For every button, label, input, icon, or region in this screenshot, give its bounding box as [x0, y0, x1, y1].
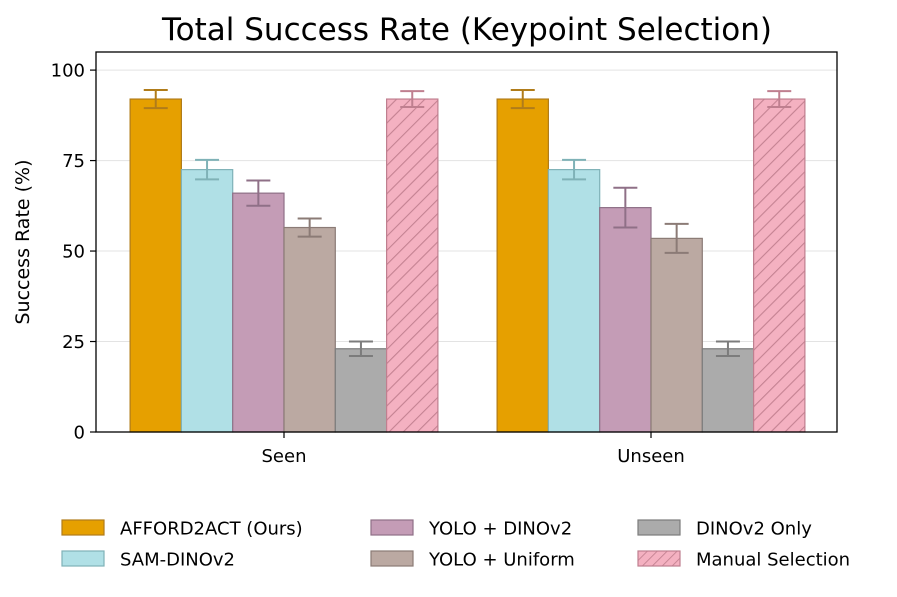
- y-tick-label: 50: [62, 242, 85, 263]
- y-tick-label: 25: [62, 332, 85, 353]
- bar-dinov2-only-seen: [334, 348, 388, 433]
- bar-dinov2-only-unseen: [701, 348, 755, 433]
- y-axis-label: Success Rate (%): [12, 159, 34, 324]
- x-tick-label-unseen: Unseen: [617, 446, 685, 467]
- legend-swatch: [61, 519, 105, 536]
- bar-yolo-dinov2-unseen: [599, 207, 652, 433]
- legend-swatch: [370, 519, 414, 536]
- legend-label: SAM-DINOv2: [120, 550, 235, 571]
- legend-swatch: [637, 550, 681, 567]
- legend-swatch: [61, 550, 105, 567]
- legend: AFFORD2ACT (Ours) SAM-DINOv2 YOLO + DINOv2…: [61, 519, 850, 571]
- legend-label: YOLO + Uniform: [428, 550, 575, 571]
- bars-group: [129, 98, 806, 433]
- y-tick-label: 100: [51, 61, 85, 82]
- bar-afford2act-ours-seen: [129, 98, 183, 433]
- legend-label: DINOv2 Only: [696, 519, 812, 540]
- plot-frame: [95, 51, 838, 433]
- y-tick-label: 75: [62, 151, 85, 172]
- legend-swatch: [370, 550, 414, 567]
- bar-yolo-uniform-unseen: [650, 237, 703, 433]
- bar-manual-selection-seen: [386, 98, 439, 433]
- legend-swatch: [637, 519, 681, 536]
- axes: 0 25 50 75 100 Seen Unseen: [51, 61, 685, 467]
- bar-yolo-uniform-seen: [283, 226, 336, 433]
- chart-title: Total Success Rate (Keypoint Selection): [161, 12, 772, 48]
- legend-label: YOLO + DINOv2: [428, 519, 572, 540]
- bar-sam-dinov2-unseen: [547, 169, 601, 433]
- bar-manual-selection-unseen: [752, 98, 806, 433]
- bar-sam-dinov2-seen: [180, 169, 234, 433]
- error-bars-group: [143, 89, 792, 357]
- x-tick-label-seen: Seen: [262, 446, 307, 467]
- legend-label: Manual Selection: [696, 550, 850, 571]
- y-tick-label: 0: [74, 423, 85, 444]
- bar-afford2act-ours-unseen: [496, 98, 550, 433]
- bar-yolo-dinov2-seen: [232, 192, 285, 433]
- legend-label: AFFORD2ACT (Ours): [120, 519, 303, 540]
